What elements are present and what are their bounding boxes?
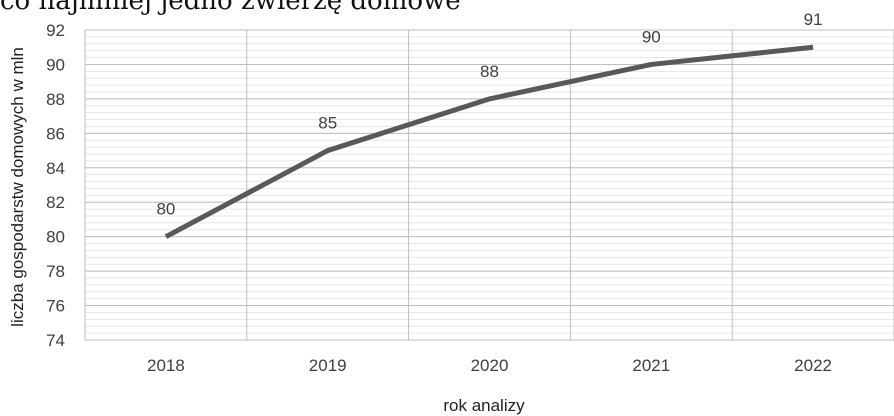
y-tick-label: 82 <box>46 193 65 212</box>
y-tick-labels: 74 76 78 80 82 84 86 88 90 92 <box>46 21 65 350</box>
y-tick-label: 92 <box>46 21 65 40</box>
x-tick-label: 2022 <box>794 356 832 375</box>
y-tick-label: 88 <box>46 90 65 109</box>
x-tick-label: 2021 <box>632 356 670 375</box>
data-label: 90 <box>642 27 661 46</box>
y-tick-label: 86 <box>46 124 65 143</box>
vertical-gridlines <box>84 30 894 340</box>
x-tick-labels: 2018 2019 2020 2021 2022 <box>147 356 832 375</box>
y-axis-label: liczba gospodarstw domowych w mln <box>8 47 27 327</box>
x-tick-label: 2018 <box>147 356 185 375</box>
data-label: 91 <box>804 10 823 29</box>
series-line-group <box>164 44 814 239</box>
chart-title: co najmniej jedno zwierzę domowe <box>0 0 461 16</box>
y-tick-label: 90 <box>46 55 65 74</box>
data-label: 80 <box>156 200 175 219</box>
y-tick-label: 80 <box>46 228 65 247</box>
y-tick-label: 74 <box>46 331 65 350</box>
x-tick-label: 2019 <box>309 356 347 375</box>
y-tick-label: 84 <box>46 159 65 178</box>
x-axis-label: rok analizy <box>443 396 525 415</box>
data-labels: 80 85 88 90 91 <box>156 10 822 218</box>
data-label: 88 <box>480 62 499 81</box>
y-tick-label: 76 <box>46 297 65 316</box>
major-gridlines <box>85 29 894 341</box>
series-line <box>164 44 814 239</box>
data-label: 85 <box>318 114 337 133</box>
y-tick-label: 78 <box>46 262 65 281</box>
x-tick-label: 2020 <box>471 356 509 375</box>
